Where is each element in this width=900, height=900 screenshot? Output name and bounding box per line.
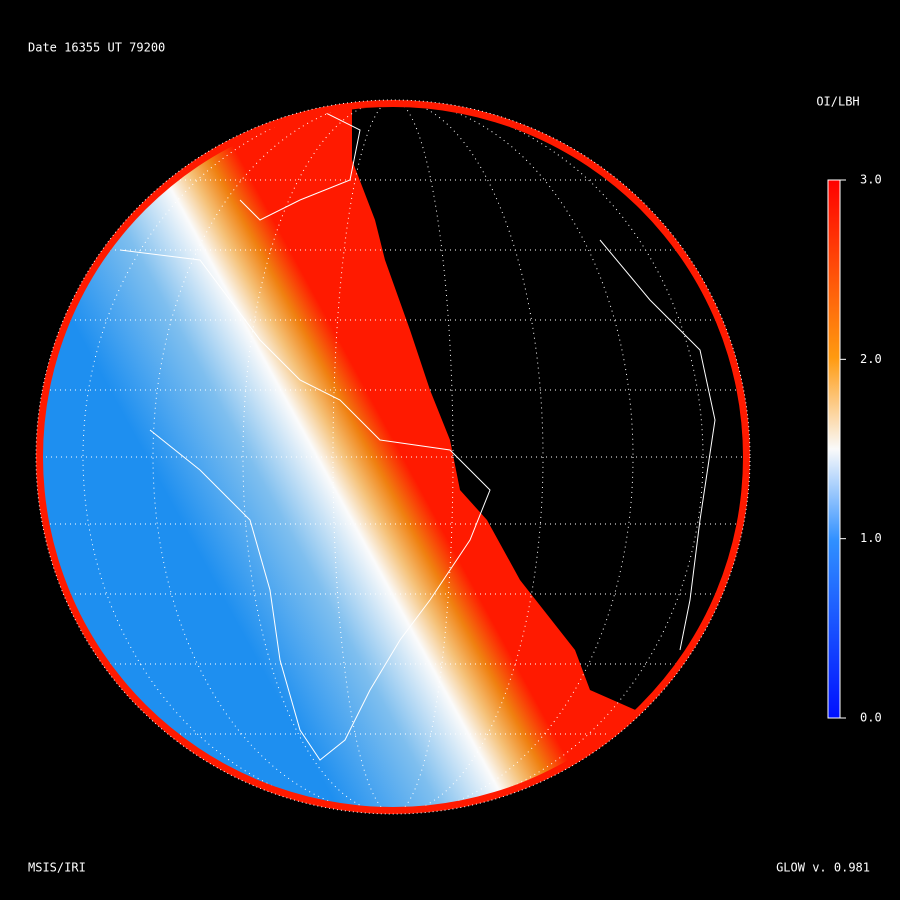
night-side xyxy=(352,107,743,807)
graticule xyxy=(43,107,743,807)
colorbar-title: OI/LBH xyxy=(816,95,859,109)
globe-outline xyxy=(35,99,751,815)
colorbar-tick-label: 1.0 xyxy=(860,531,882,545)
colorbar-tick-label: 0.0 xyxy=(860,711,882,725)
date-label: Date 16355 UT 79200 xyxy=(28,41,165,55)
colorbar-scale xyxy=(827,179,841,719)
colorbar-tick-label: 3.0 xyxy=(860,173,882,187)
model-label: MSIS/IRI xyxy=(28,861,86,875)
colorbar: OI/LBH xyxy=(816,95,860,719)
colorbar-tick-label: 2.0 xyxy=(860,352,882,366)
version-label: GLOW v. 0.981 xyxy=(776,861,870,875)
